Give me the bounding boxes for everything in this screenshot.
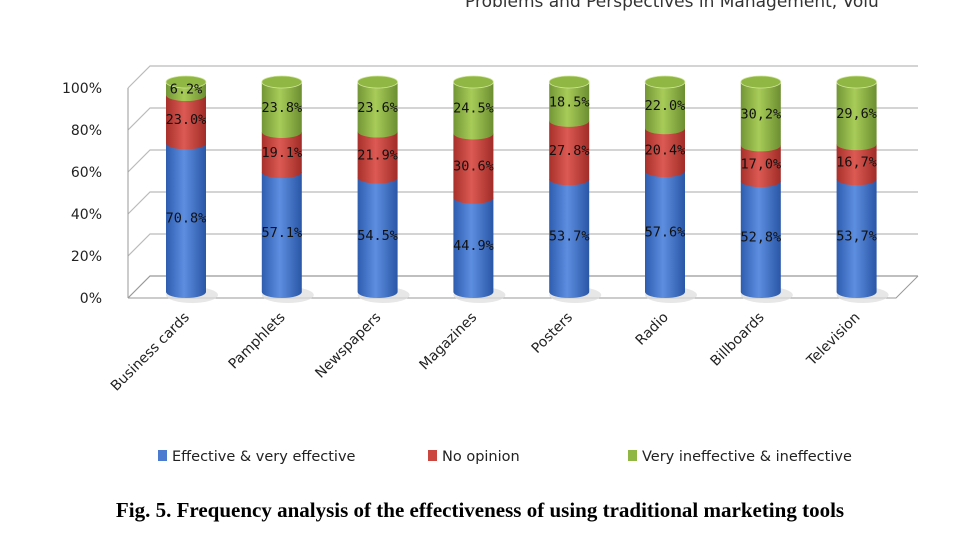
y-tick-label: 0% <box>80 291 102 307</box>
bar-segment <box>645 128 685 178</box>
floor-edge <box>128 275 919 299</box>
bar-segment <box>357 131 398 184</box>
data-label: 22.0% <box>645 98 686 114</box>
bar-top <box>740 75 782 89</box>
bar-segment <box>836 82 877 151</box>
x-tick-label: Business cards <box>108 310 193 395</box>
bar-top <box>261 75 303 89</box>
running-header: Problems and Perspectives in Management,… <box>465 0 879 12</box>
bar-segment <box>549 82 590 127</box>
data-label: 30,2% <box>740 107 781 123</box>
figure-caption: Fig. 5. Frequency analysis of the effect… <box>115 498 845 522</box>
bar-segment <box>453 82 494 140</box>
gridline <box>127 233 918 257</box>
gridline <box>127 107 918 131</box>
bar-segment <box>740 82 781 152</box>
data-label: 16,7% <box>836 155 877 171</box>
data-label: 70.8% <box>166 211 207 227</box>
data-label: 23.8% <box>261 100 302 116</box>
bar-segment <box>549 120 590 186</box>
legend-swatch <box>628 450 637 461</box>
bar-top <box>357 75 399 89</box>
bar-top <box>644 75 686 89</box>
x-tick-label: Radio <box>633 310 672 349</box>
bar-segment <box>357 82 398 138</box>
data-label: 20.4% <box>645 143 686 159</box>
legend-swatch <box>428 450 437 461</box>
data-label: 23.0% <box>166 112 207 128</box>
x-tick-label: Newspapers <box>312 310 384 382</box>
data-label: 6.2% <box>170 82 203 98</box>
data-label: 27.8% <box>549 143 590 159</box>
bar-top <box>548 75 590 89</box>
bar-segment <box>645 171 685 298</box>
legend-label: No opinion <box>442 449 520 465</box>
data-label: 44.9% <box>453 238 494 254</box>
data-label: 24.5% <box>453 101 494 117</box>
x-tick-label: Billboards <box>708 310 768 370</box>
bar-top <box>836 75 877 89</box>
y-tick-label: 100% <box>62 81 102 97</box>
bar-segment <box>166 95 206 150</box>
y-tick-label: 20% <box>71 249 102 265</box>
x-tick-label: Pamphlets <box>226 310 289 373</box>
data-label: 54.5% <box>357 228 398 244</box>
legend-swatch <box>158 450 167 461</box>
gridline <box>127 275 918 299</box>
gridline <box>127 191 918 215</box>
gridline <box>127 65 918 89</box>
data-label: 23.6% <box>357 100 398 116</box>
bar-segment <box>740 181 781 298</box>
data-label: 21.9% <box>357 148 398 164</box>
x-tick-label: Posters <box>529 310 576 357</box>
bar-segment <box>261 172 302 298</box>
data-label: 19.1% <box>261 145 302 161</box>
data-label: 57.6% <box>645 225 686 241</box>
x-tick-label: Magazines <box>416 310 480 374</box>
data-label: 17,0% <box>740 156 781 172</box>
bar-top <box>452 75 494 89</box>
data-label: 30.6% <box>453 159 494 175</box>
x-tick-label: Television <box>803 310 863 370</box>
bar-top <box>165 75 207 89</box>
bar-segment <box>357 177 398 298</box>
y-tick-label: 40% <box>71 207 102 223</box>
y-tick-label: 60% <box>71 165 102 181</box>
gridline <box>127 149 918 173</box>
legend-label: Very ineffective & ineffective <box>642 449 852 465</box>
bar-segment <box>740 145 781 188</box>
bar-segment <box>549 179 590 298</box>
bar-segment <box>645 82 685 135</box>
bar-segment <box>261 131 302 179</box>
data-label: 53,7% <box>836 229 877 245</box>
bar-segment <box>836 144 877 186</box>
data-label: 53.7% <box>549 229 590 245</box>
bar-segment <box>166 143 206 298</box>
bar-segment <box>453 197 494 298</box>
data-label: 18.5% <box>549 94 590 110</box>
data-label: 57.1% <box>261 225 302 241</box>
bar-segment <box>836 179 877 298</box>
y-tick-label: 80% <box>71 123 102 139</box>
data-label: 52,8% <box>740 230 781 246</box>
legend-label: Effective & very effective <box>172 449 356 465</box>
bar-segment <box>261 82 302 138</box>
bar-segment <box>453 133 494 204</box>
data-label: 29,6% <box>836 106 877 122</box>
